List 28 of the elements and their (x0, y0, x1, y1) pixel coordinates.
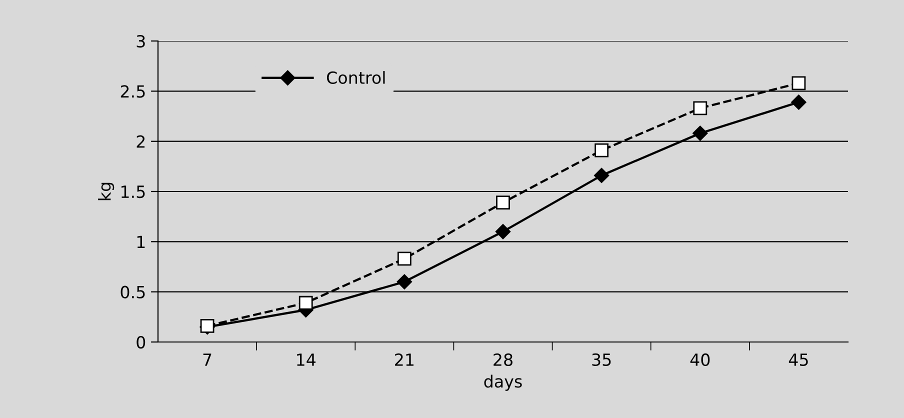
point (594, 143, 609, 158)
x-tick-label: 14 (297, 354, 316, 366)
y-tick-label: 3 (136, 34, 145, 48)
point (496, 196, 510, 210)
point (298, 296, 313, 310)
y-tick-label: 0 (136, 336, 146, 349)
x-tick-label: 28 (494, 353, 512, 366)
x-tick-label: 45 (788, 354, 808, 366)
point (693, 101, 708, 116)
y-tick-label: 1 (137, 236, 145, 248)
point (397, 252, 412, 266)
y-axis-title: kg (98, 182, 114, 200)
y-tick-label: 2 (136, 135, 145, 148)
y-tick-label: 1.5 (122, 186, 145, 198)
y-tick-label: 2.5 (120, 85, 145, 98)
x-tick-label: 21 (395, 353, 414, 366)
point (396, 274, 412, 290)
x-tick-label: 40 (690, 353, 710, 366)
point (791, 94, 806, 110)
point (594, 168, 610, 184)
point (692, 126, 708, 141)
y-tick-label: 0.5 (120, 286, 145, 298)
legend-label: Control (326, 71, 385, 84)
point (792, 76, 806, 90)
point (495, 224, 511, 240)
x-tick-label: 35 (592, 353, 611, 366)
x-tick-label: 7 (203, 354, 212, 366)
x-axis-title: days (484, 374, 522, 391)
